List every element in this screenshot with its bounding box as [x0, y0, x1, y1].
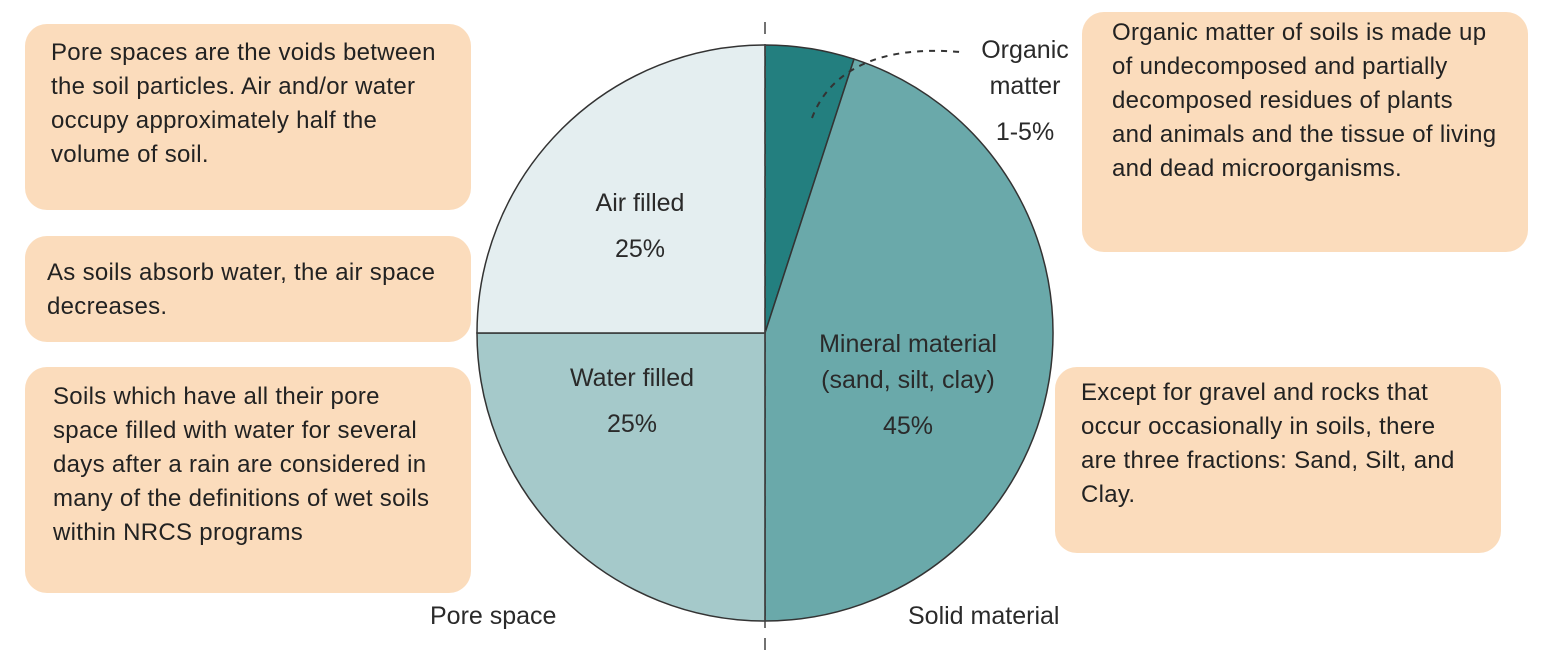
slice-label: Mineral material (sand, silt, clay) 45%: [793, 326, 1023, 444]
slice-value: 25%: [606, 410, 658, 438]
slice-category: Air filled: [595, 189, 685, 217]
note: Organic matter of soils is made up of un…: [1082, 12, 1528, 252]
slice-category: Organic matter: [981, 36, 1069, 100]
slice-value: 45%: [882, 412, 934, 440]
slice-category: Mineral material (sand, silt, clay): [819, 330, 997, 394]
group-label: Solid material: [908, 602, 1060, 630]
pie-slice: [764, 58, 1054, 622]
pie-slice: [476, 332, 766, 622]
slice-label: Air filled 25%: [575, 185, 705, 267]
slice-value: 25%: [614, 235, 666, 263]
note: Soils which have all their pore space fi…: [25, 367, 471, 593]
group-label: Pore space: [430, 602, 557, 630]
note: As soils absorb water, the air space dec…: [25, 236, 471, 342]
slice-category: Water filled: [569, 364, 695, 392]
slice-label: Organic matter 1-5%: [970, 32, 1080, 150]
leader-line: [811, 49, 961, 119]
slice-value: 1-5%: [995, 118, 1055, 146]
slice-label: Water filled 25%: [547, 360, 717, 442]
note: Pore spaces are the voids between the so…: [25, 24, 471, 210]
pie-slice: [476, 44, 766, 334]
note: Except for gravel and rocks that occur o…: [1055, 367, 1501, 553]
